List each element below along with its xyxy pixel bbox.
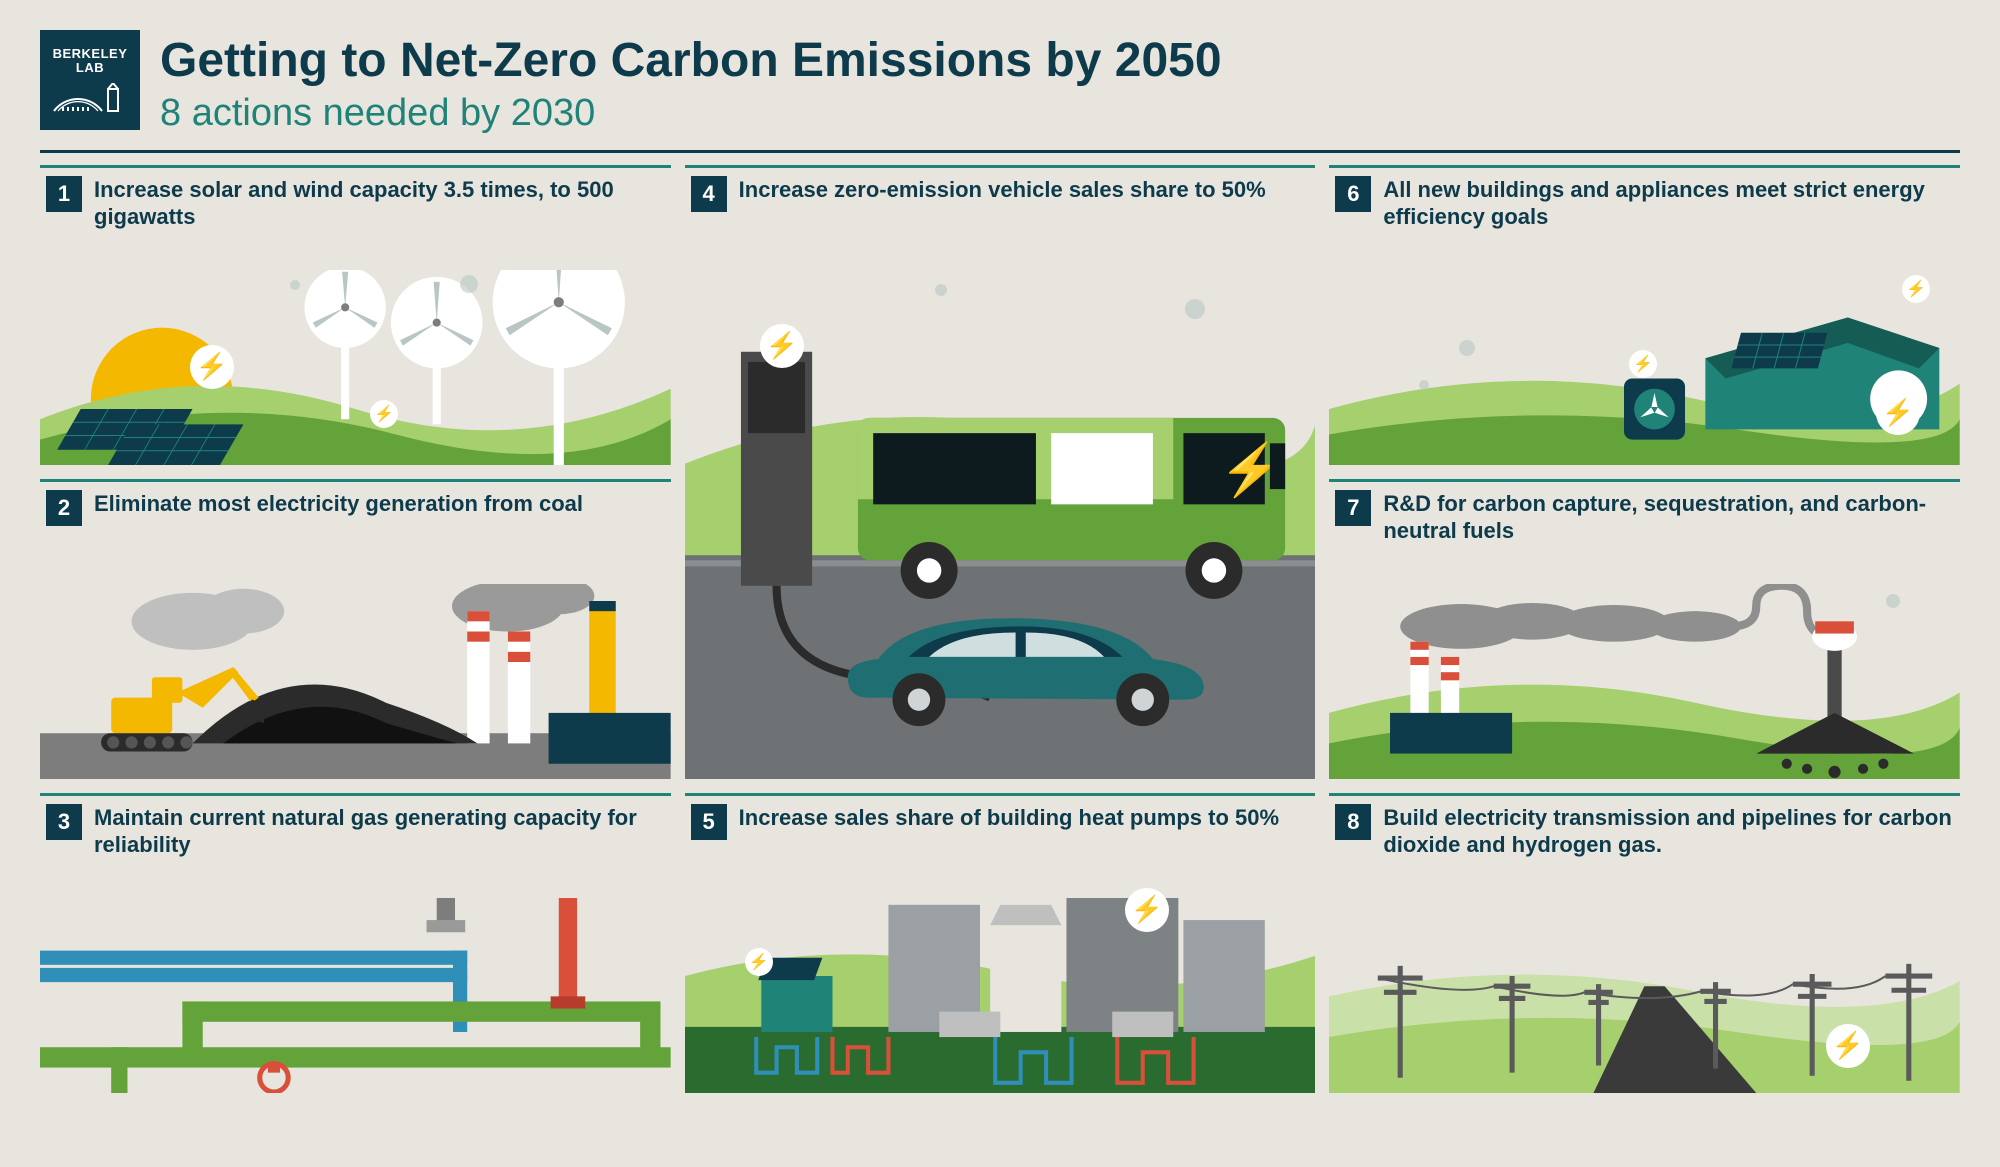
bolt-icon: ⚡ [1902,275,1930,303]
solar-wind-art: ⚡ ⚡ [40,270,671,465]
card-buildings: 6 All new buildings and appliances meet … [1329,165,1960,465]
card-title: Increase sales share of building heat pu… [739,804,1279,832]
card-ccs: 7 R&D for carbon capture, sequestration,… [1329,479,1960,779]
card-title: Increase solar and wind capacity 3.5 tim… [94,176,665,231]
card-number: 3 [46,804,82,840]
card-number: 2 [46,490,82,526]
bolt-icon: ⚡ [760,324,804,368]
bolt-icon: ⚡ [370,400,398,428]
bolt-icon: ⚡ [1826,1024,1870,1068]
building-art: ⚡ ⚡ ⚡ [1329,270,1960,465]
divider [40,150,1960,153]
card-number: 6 [1335,176,1371,212]
logo-building-icon [50,83,130,113]
card-coal: 2 Eliminate most electricity generation … [40,479,671,779]
bolt-icon: ⚡ [1629,350,1657,378]
heat-pump-art: ⚡ ⚡ [685,898,1316,1093]
card-number: 7 [1335,490,1371,526]
gas-pipes-art [40,898,671,1093]
main-title: Getting to Net-Zero Carbon Emissions by … [160,35,1960,88]
bolt-icon: ⚡ [190,345,234,389]
bolt-icon: ⚡ [1125,888,1169,932]
card-title: Build electricity transmission and pipel… [1383,804,1954,859]
card-ev: 4 Increase zero-emission vehicle sales s… [685,165,1316,779]
card-number: 8 [1335,804,1371,840]
berkeley-lab-logo: BERKELEY LAB [40,30,140,130]
card-natural-gas: 3 Maintain current natural gas generatin… [40,793,671,1093]
coal-art [40,584,671,779]
card-title: Increase zero-emission vehicle sales sha… [739,176,1266,204]
logo-text-1: BERKELEY [53,47,128,61]
ev-art: ⚡ ⚡ [685,269,1316,779]
card-number: 1 [46,176,82,212]
logo-text-2: LAB [76,61,104,75]
titles: Getting to Net-Zero Carbon Emissions by … [160,30,1960,135]
card-solar-wind: 1 Increase solar and wind capacity 3.5 t… [40,165,671,465]
subtitle: 8 actions needed by 2030 [160,92,1960,135]
card-title: All new buildings and appliances meet st… [1383,176,1954,231]
card-title: R&D for carbon capture, sequestration, a… [1383,490,1954,545]
header: BERKELEY LAB Getting to Net-Zero Carbon … [40,30,1960,135]
card-title: Eliminate most electricity generation fr… [94,490,583,518]
card-heat-pumps: 5 Increase sales share of building heat … [685,793,1316,1093]
card-title: Maintain current natural gas generating … [94,804,665,859]
bolt-icon: ⚡ [745,948,773,976]
transmission-art: ⚡ [1329,898,1960,1093]
actions-grid: 1 Increase solar and wind capacity 3.5 t… [40,165,1960,1093]
bolt-icon: ⚡ [1876,391,1920,435]
ccs-art [1329,584,1960,779]
card-transmission: 8 Build electricity transmission and pip… [1329,793,1960,1093]
card-number: 4 [691,176,727,212]
card-number: 5 [691,804,727,840]
